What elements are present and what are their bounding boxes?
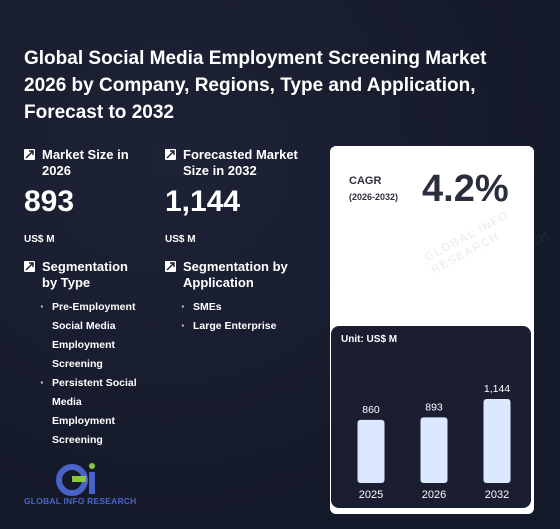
segmentation-application-block: Segmentation by Application SMEs Large E… — [165, 259, 315, 359]
list-item: Large Enterprise — [181, 316, 311, 336]
market-size-value: 893 — [24, 185, 75, 218]
forecast-size-unit: US$ M — [165, 234, 196, 245]
market-size-unit: US$ M — [24, 234, 55, 245]
trend-icon — [24, 149, 35, 160]
data-label: 860 — [362, 404, 380, 416]
logo-mark-icon — [56, 463, 95, 496]
cagr-period: (2026-2032) — [349, 192, 399, 202]
chart-panel: Unit: US$ M 860 2025 893 2026 1,144 2032 — [331, 326, 531, 508]
trend-icon — [165, 261, 176, 272]
bar-2026 — [420, 417, 448, 483]
segmentation-type-list: Pre-Employment Social Media Employment S… — [40, 297, 144, 450]
cagr-value: 4.2% — [422, 168, 509, 210]
list-item: SMEs — [181, 297, 311, 317]
logo-text: GLOBAL INFO RESEARCH — [24, 496, 137, 506]
segmentation-type-label: Segmentation by Type — [42, 259, 128, 290]
bar-chart: 860 2025 893 2026 1,144 2032 — [357, 383, 511, 501]
market-size-label: Market Size in 2026 — [42, 147, 129, 178]
data-label: 1,144 — [484, 383, 510, 395]
x-tick-label: 2032 — [485, 489, 509, 501]
forecast-size-label: Forecasted Market Size in 2032 — [183, 147, 298, 178]
segmentation-application-list: SMEs Large Enterprise — [181, 297, 311, 336]
bar-2032 — [483, 399, 511, 483]
segmentation-type-block: Segmentation by Type Pre-Employment Soci… — [24, 259, 154, 459]
forecast-size-block: Forecasted Market Size in 2032 1,144 US$… — [165, 147, 315, 247]
market-size-block: Market Size in 2026 893 US$ M — [24, 147, 154, 247]
forecast-size-value: 1,144 — [165, 185, 241, 218]
cagr-label: CAGR — [349, 175, 382, 187]
chart-unit-label: Unit: US$ M — [341, 334, 398, 345]
x-tick-label: 2025 — [359, 489, 383, 501]
bar-2025 — [357, 419, 385, 483]
data-label: 893 — [425, 401, 443, 413]
x-tick-label: 2026 — [422, 489, 446, 501]
list-item: Pre-Employment Social Media Employment S… — [40, 297, 144, 374]
company-logo: GLOBAL INFO RESEARCH — [24, 462, 144, 508]
page-title: Global Social Media Employment Screening… — [24, 48, 487, 123]
list-item: Persistent Social Media Employment Scree… — [40, 373, 144, 450]
segmentation-application-label: Segmentation by Application — [183, 259, 288, 290]
trend-icon — [24, 261, 35, 272]
trend-icon — [165, 149, 176, 160]
